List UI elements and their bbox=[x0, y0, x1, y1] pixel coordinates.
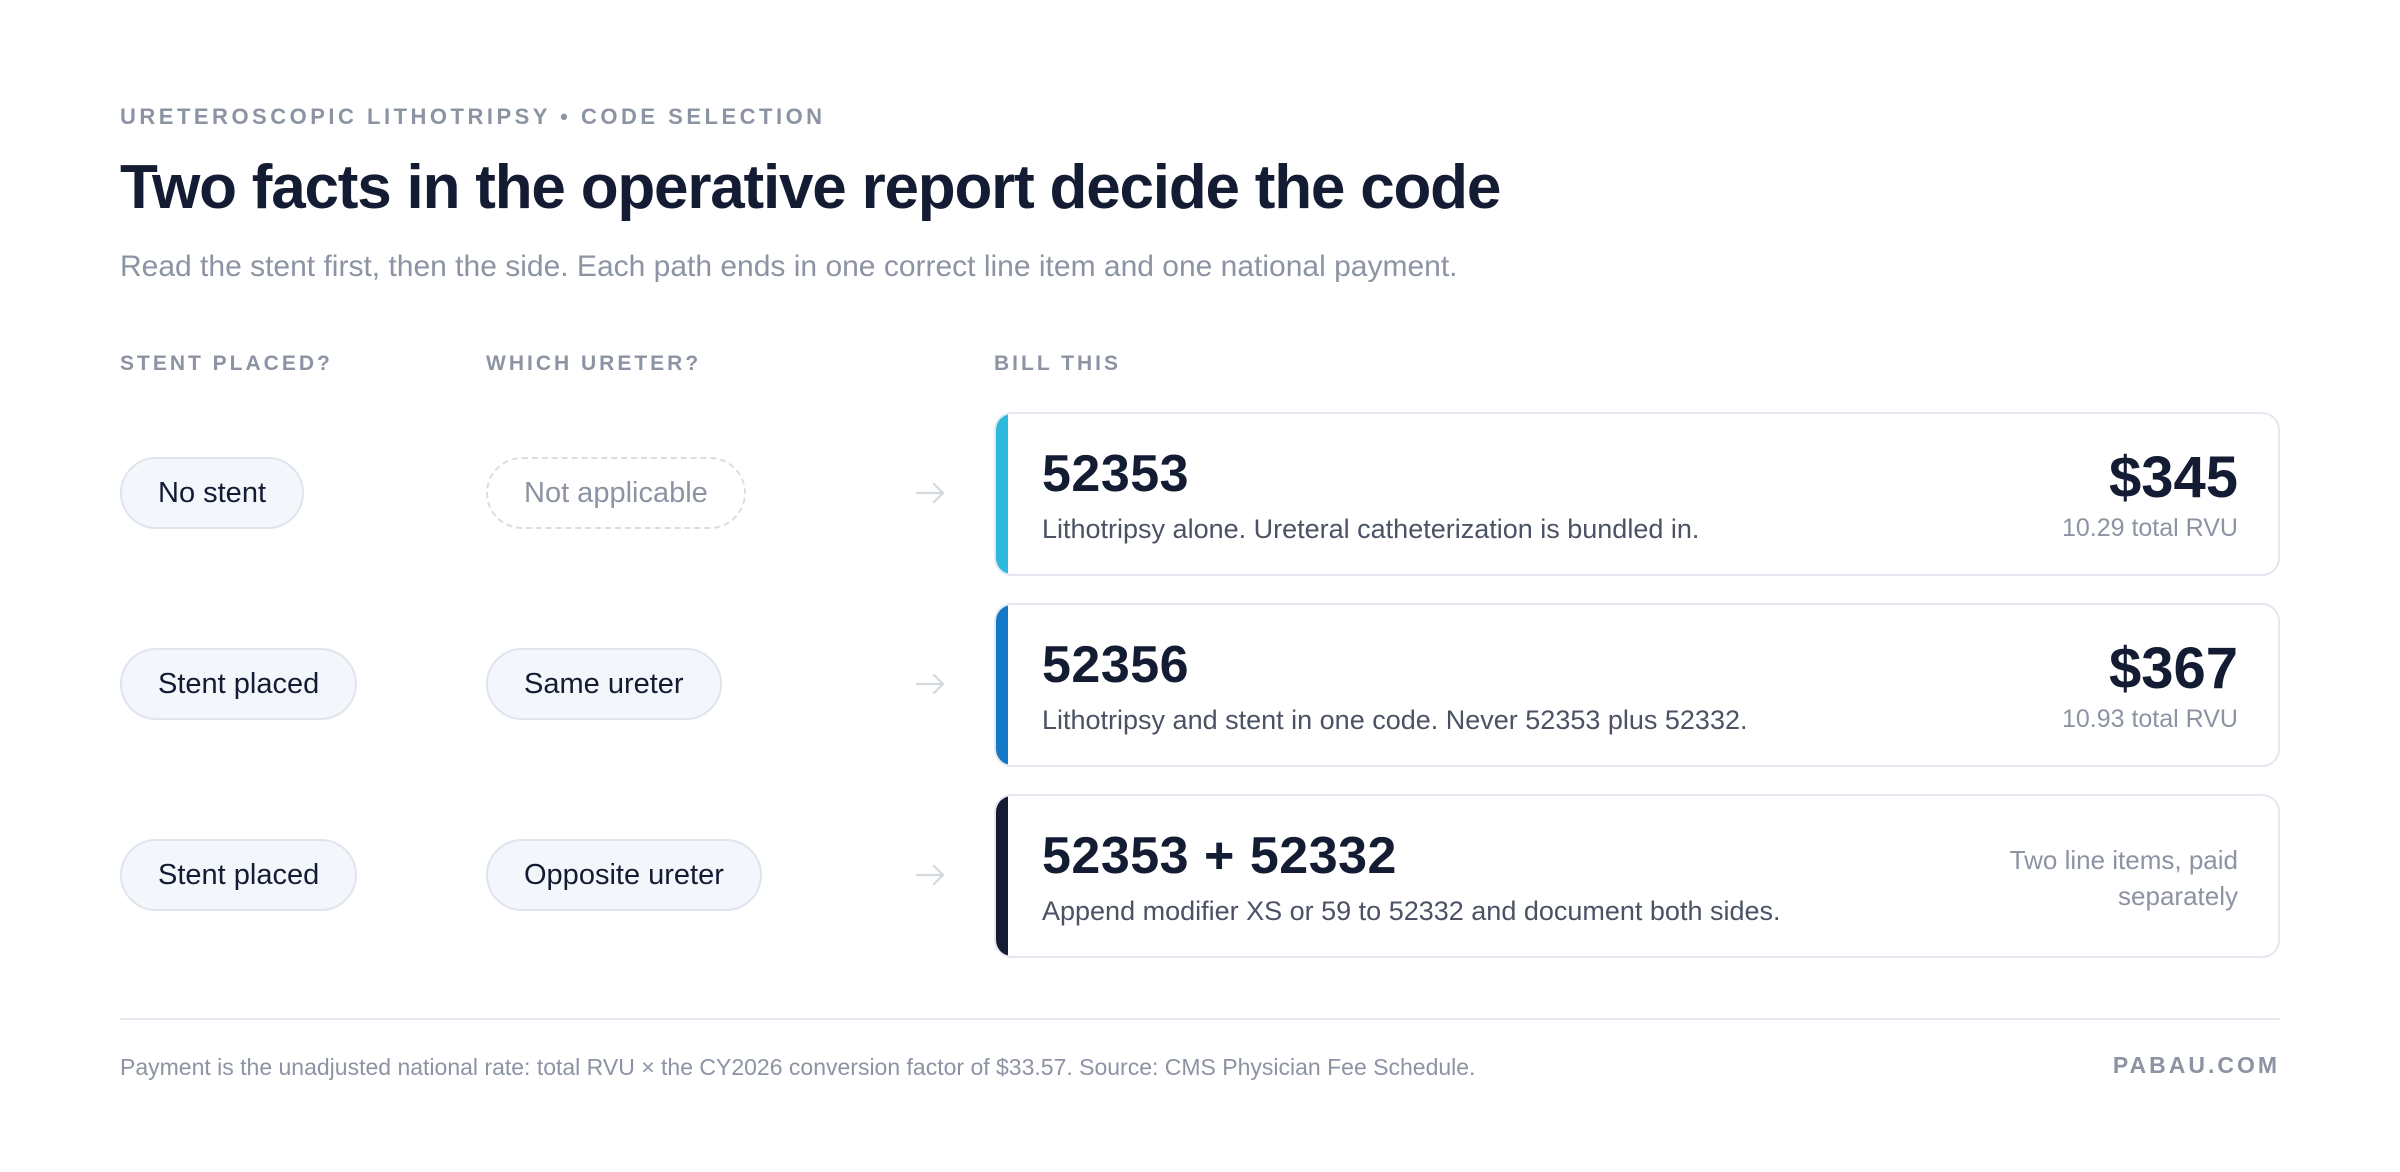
eyebrow: URETEROSCOPIC LITHOTRIPSY • CODE SELECTI… bbox=[120, 104, 826, 129]
column-header-stent: STENT PLACED? bbox=[120, 352, 333, 375]
rvu-value: 10.93 total RVU bbox=[2061, 705, 2238, 733]
code-description: Append modifier XS or 59 to 52332 and do… bbox=[1042, 896, 1781, 926]
decision-row: No stent Not applicable 52353 Lithotrips… bbox=[120, 412, 2280, 576]
decision-row: Stent placed Same ureter 52356 Lithotrip… bbox=[120, 603, 2280, 767]
rvu-value: 10.29 total RVU bbox=[2061, 514, 2238, 542]
code-card: 52353 + 52332 Append modifier XS or 59 t… bbox=[994, 794, 2280, 958]
code-description: Lithotripsy and stent in one code. Never… bbox=[1042, 705, 1748, 735]
arrow-right-icon bbox=[915, 673, 945, 695]
page-subtitle: Read the stent first, then the side. Eac… bbox=[120, 250, 1458, 283]
footnote: Payment is the unadjusted national rate:… bbox=[120, 1054, 1476, 1080]
arrow-right-icon bbox=[915, 864, 945, 886]
page: URETEROSCOPIC LITHOTRIPSY • CODE SELECTI… bbox=[120, 0, 2280, 1172]
payment-amount: $367 bbox=[2108, 636, 2238, 701]
card-accent-bar bbox=[996, 796, 1008, 956]
code-card: 52356 Lithotripsy and stent in one code.… bbox=[994, 603, 2280, 767]
ureter-pill: Same ureter bbox=[486, 648, 722, 720]
payment-note: Two line items, paid separately bbox=[2009, 845, 2238, 911]
code-description: Lithotripsy alone. Ureteral catheterizat… bbox=[1042, 514, 1700, 544]
page-title: Two facts in the operative report decide… bbox=[120, 153, 1501, 222]
arrow-right-icon bbox=[915, 482, 945, 504]
stent-pill: Stent placed bbox=[120, 839, 358, 911]
code-card: 52353 Lithotripsy alone. Ureteral cathet… bbox=[994, 412, 2280, 576]
cpt-code: 52353 bbox=[1042, 445, 1190, 503]
card-accent-bar bbox=[996, 605, 1008, 765]
column-header-bill: BILL THIS bbox=[994, 352, 1121, 375]
cpt-code: 52353 + 52332 bbox=[1042, 827, 1397, 885]
payment-amount: $345 bbox=[2108, 445, 2238, 510]
stent-pill: Stent placed bbox=[120, 648, 358, 720]
stent-pill: No stent bbox=[120, 457, 304, 529]
ureter-pill: Opposite ureter bbox=[486, 839, 762, 911]
cpt-code: 52356 bbox=[1042, 636, 1190, 694]
ureter-pill: Not applicable bbox=[486, 457, 746, 529]
decision-row: Stent placed Opposite ureter 52353 + 523… bbox=[120, 794, 2280, 958]
card-accent-bar bbox=[996, 414, 1008, 574]
footer-divider bbox=[120, 1018, 2280, 1020]
brand-link[interactable]: PABAU.COM bbox=[2112, 1052, 2280, 1078]
column-header-ureter: WHICH URETER? bbox=[486, 352, 702, 375]
